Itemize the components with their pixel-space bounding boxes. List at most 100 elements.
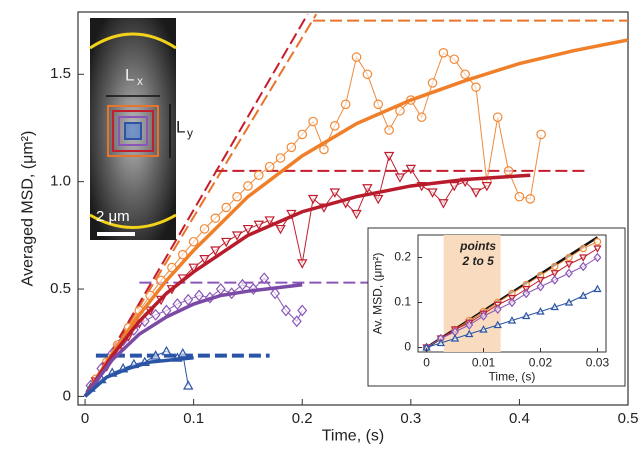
fit-curve (83, 283, 303, 398)
roi-box (124, 122, 142, 140)
marker (264, 216, 275, 226)
marker (550, 302, 559, 311)
lx-label: L (125, 65, 134, 84)
marker (362, 184, 373, 194)
annotation: 2 to 5 (461, 254, 494, 268)
x-tick-label: 0.3 (400, 410, 421, 427)
marker (150, 308, 161, 321)
marker (536, 307, 545, 315)
fit-curve (83, 356, 194, 398)
marker (253, 170, 264, 181)
marker (161, 345, 172, 356)
marker (493, 320, 502, 329)
yellow-arc (89, 32, 177, 50)
marker (470, 188, 482, 198)
marker (593, 284, 602, 293)
slope-line (84, 13, 309, 397)
x-tick-label: 0.1 (183, 410, 204, 427)
marker (232, 191, 242, 202)
marker (210, 213, 221, 223)
marker (340, 99, 351, 110)
marker (275, 153, 286, 163)
y-axis-label: Av. MSD, (μm²) (371, 253, 385, 335)
marker (275, 224, 286, 235)
x-tick-label: 0.01 (472, 356, 496, 370)
marker (280, 304, 291, 317)
marker (297, 304, 308, 317)
marker (394, 173, 406, 183)
marker (508, 297, 516, 308)
marker (297, 259, 308, 269)
marker (270, 287, 281, 300)
marker (427, 78, 438, 88)
marker (319, 144, 329, 155)
micrograph: L x L y 2 μm (89, 18, 193, 240)
marker (536, 282, 545, 292)
marker (525, 194, 536, 204)
roi-box (107, 105, 159, 157)
marker (550, 275, 559, 285)
marker (481, 181, 493, 192)
marker (579, 291, 588, 299)
marker (493, 304, 502, 314)
marker (194, 289, 205, 302)
marker (330, 121, 340, 131)
marker (237, 278, 248, 291)
marker (182, 380, 194, 390)
marker (471, 82, 481, 92)
marker (373, 99, 384, 110)
lx-subscript: x (137, 74, 143, 88)
marker (183, 293, 194, 306)
marker (503, 166, 514, 176)
marker (221, 202, 232, 213)
fit-curve (83, 173, 531, 398)
marker (465, 329, 474, 338)
marker (384, 125, 394, 135)
x-tick-label: 0.02 (529, 356, 553, 370)
marker (438, 48, 449, 58)
marker (492, 112, 503, 123)
ly-subscript: y (187, 126, 193, 140)
marker (593, 245, 602, 253)
marker (593, 252, 602, 263)
y-tick-label: 0 (404, 340, 411, 354)
x-tick-label: 0 (423, 356, 430, 370)
marker (514, 191, 525, 202)
x-axis-label: Time, (s) (489, 369, 536, 383)
marker (460, 69, 470, 80)
marker (536, 276, 545, 285)
marker (351, 52, 362, 62)
marker (150, 350, 161, 360)
y-axis-label: Averaged MSD, (μm²) (20, 131, 37, 287)
marker (507, 316, 517, 324)
marker (450, 334, 460, 342)
marker (231, 231, 243, 241)
y-tick-label: 0.5 (50, 280, 71, 297)
y-tick-label: 1.5 (50, 65, 71, 82)
marker (449, 181, 460, 192)
marker (438, 199, 449, 209)
marker (264, 161, 275, 172)
roi-box (112, 110, 154, 152)
marker (362, 69, 373, 80)
marker (259, 272, 270, 285)
marker (427, 188, 438, 198)
marker (188, 263, 199, 273)
roi-box (118, 116, 148, 146)
marker (579, 244, 587, 253)
marker (351, 209, 362, 220)
marker (579, 261, 588, 272)
marker (307, 194, 319, 205)
x-tick-label: 0.5 (618, 410, 639, 427)
marker (199, 255, 210, 265)
marker (564, 261, 574, 269)
marker (243, 181, 253, 191)
marker (253, 220, 265, 231)
y-tick-label: 0 (63, 387, 71, 404)
fit-curve (83, 38, 628, 398)
marker (479, 311, 488, 321)
marker (215, 283, 226, 296)
marker (565, 268, 573, 278)
inset-plot (422, 235, 602, 352)
